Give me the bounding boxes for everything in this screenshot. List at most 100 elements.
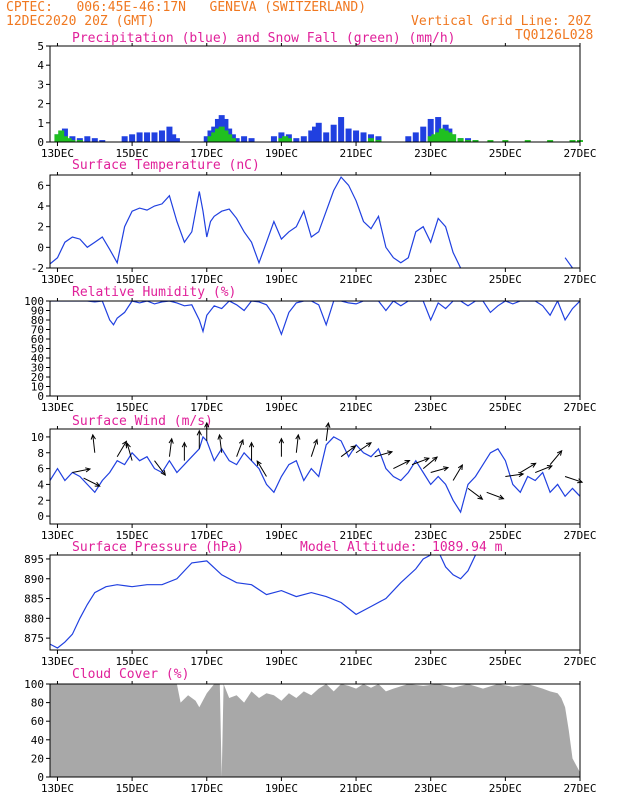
wind-arrow [340,445,356,458]
wind-arrow [236,439,244,457]
pressure-title: Surface Pressure (hPa) [72,540,244,555]
pressure-xtick-label: 21DEC [339,655,372,668]
wind-arrow [374,451,393,458]
pressure-line [50,555,477,649]
snow-bar [375,140,382,142]
wind-arrow-head [85,467,92,473]
snow-bar [58,130,65,142]
snow-bar [214,128,221,142]
cloud-ytick-label: 20 [31,752,44,765]
cloud-ytick-label: 80 [31,697,44,710]
wind-title: Surface Wind (m/s) [72,414,213,429]
wind-arrow [83,477,100,487]
cloud-xtick-label: 27DEC [563,782,596,795]
snow-bar [450,134,457,142]
snow-bar [502,140,509,142]
precip-xtick-label: 13DEC [41,147,74,160]
rh-ytick-label: 10 [31,381,44,394]
wind-ytick-label: 8 [37,447,44,460]
precip-bar [338,117,345,142]
wind-arrow-head [125,442,131,449]
wind-arrow [168,438,173,457]
pressure-xtick-label: 17DEC [190,655,223,668]
snow-bar [207,136,214,142]
rh-line [50,301,580,337]
precip-bar [144,132,151,142]
pressure-ytick-label: 885 [24,593,44,606]
wind-arrow [154,460,166,476]
pressure-annotation-value: 1089.94 m [432,540,503,555]
rh-ytick-label: 70 [31,324,44,337]
wind-xtick-label: 25DEC [489,529,522,542]
rh-ytick-label: 80 [31,314,44,327]
precip-bar [345,128,352,142]
snow-bar [282,136,289,142]
precip-bar [405,136,412,142]
pressure-xtick-label: 25DEC [489,655,522,668]
cloud-xtick-label: 21DEC [339,782,372,795]
snow-bar [61,136,68,142]
wind-arrow-head [457,463,464,471]
wind-arrow-head [90,433,96,440]
station-header: CPTEC: 006:45E-46:17N GENEVA (SWITZERLAN… [6,0,367,15]
wind-arrow-head [423,457,430,463]
cloud-ytick-label: 0 [37,771,44,784]
wind-arrow-head [404,459,411,465]
wind-arrow-head [556,449,563,456]
rh-ytick-label: 20 [31,371,44,384]
wind-arrow-head [325,421,331,428]
precip-bar [84,136,91,142]
wind-arrow [549,450,563,465]
snow-bar [278,138,285,142]
wind-arrow [520,462,536,473]
temp-title: Surface Temperature (nC) [72,158,260,173]
precip-bar [360,132,367,142]
wind-xtick-label: 21DEC [339,529,372,542]
precip-ytick-label: 2 [37,98,44,111]
temp-xtick-label: 15DEC [116,273,149,286]
snow-bar [438,128,445,142]
cloud-ytick-label: 60 [31,715,44,728]
rh-title: Relative Humidity (%) [72,285,236,300]
snow-bar [65,138,72,142]
precip-xtick-label: 23DEC [414,147,447,160]
rh-ytick-label: 40 [31,352,44,365]
snow-bar [446,132,453,142]
snow-bar [229,138,236,142]
snow-bar [69,140,76,142]
precip-bar [91,138,98,142]
wind-arrow [422,456,438,469]
wind-arrow-head [477,494,484,500]
cloud-xtick-label: 17DEC [190,782,223,795]
pressure-xtick-label: 13DEC [41,655,74,668]
wind-arrow [116,441,127,457]
wind-arrow [72,468,91,474]
wind-arrow-head [248,441,255,448]
wind-arrow [452,464,463,481]
rh-xtick-label: 27DEC [563,401,596,414]
wind-arrow [535,465,553,474]
rh-ytick-label: 100 [24,295,44,308]
rh-xtick-label: 23DEC [414,401,447,414]
precip-ytick-label: 5 [37,40,44,53]
temp-line-end [564,257,573,268]
temp-line [50,176,462,268]
wind-arrow-head [387,450,394,456]
wind-xtick-label: 27DEC [563,529,596,542]
precip-bar [435,117,442,142]
temp-xtick-label: 23DEC [414,273,447,286]
precip-bar [412,132,419,142]
date-header: 12DEC2020 20Z (GMT) [6,14,155,29]
wind-arrow [505,473,524,477]
cloud-ytick-label: 40 [31,734,44,747]
precip-ytick-label: 1 [37,117,44,130]
wind-arrow-head [350,445,357,451]
precip-bar [241,136,248,142]
wind-arrow-head [498,494,505,500]
snow-bar [431,134,438,142]
rh-xtick-label: 19DEC [265,401,298,414]
wind-arrow [430,467,449,474]
snow-bar [226,134,233,142]
temp-ytick-label: 6 [37,179,44,192]
rh-xtick-label: 15DEC [116,401,149,414]
